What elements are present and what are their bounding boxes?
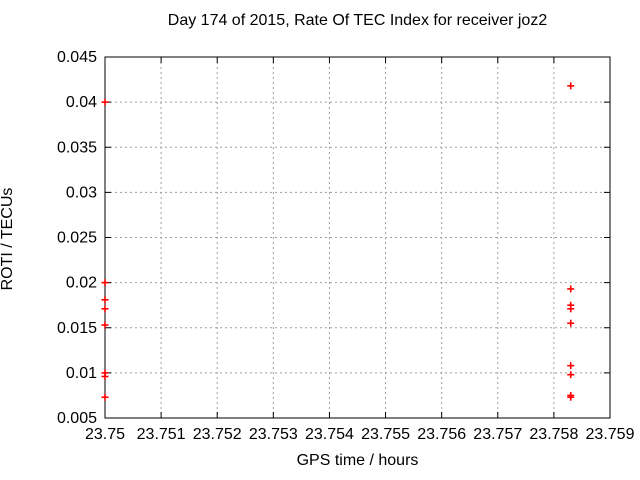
x-tick-label: 23.752 <box>193 426 242 443</box>
y-tick-label: 0.03 <box>66 184 97 201</box>
y-tick-label: 0.025 <box>57 230 97 247</box>
x-tick-label: 23.75 <box>85 426 125 443</box>
chart-title: Day 174 of 2015, Rate Of TEC Index for r… <box>167 12 548 29</box>
x-tick-label: 23.759 <box>586 426 635 443</box>
y-tick-label: 0.015 <box>57 320 97 337</box>
y-tick-label: 0.04 <box>66 94 97 111</box>
x-tick-label: 23.757 <box>473 426 522 443</box>
y-tick-label: 0.01 <box>66 365 97 382</box>
y-tick-label: 0.045 <box>57 49 97 66</box>
x-tick-label: 23.751 <box>137 426 186 443</box>
y-tick-label: 0.035 <box>57 139 97 156</box>
x-tick-label: 23.756 <box>417 426 466 443</box>
x-tick-label: 23.755 <box>361 426 410 443</box>
x-axis-label: GPS time / hours <box>296 452 419 469</box>
x-tick-label: 23.758 <box>529 426 578 443</box>
x-tick-label: 23.753 <box>249 426 298 443</box>
y-tick-label: 0.02 <box>66 275 97 292</box>
y-tick-label: 0.005 <box>57 410 97 427</box>
x-tick-label: 23.754 <box>305 426 354 443</box>
